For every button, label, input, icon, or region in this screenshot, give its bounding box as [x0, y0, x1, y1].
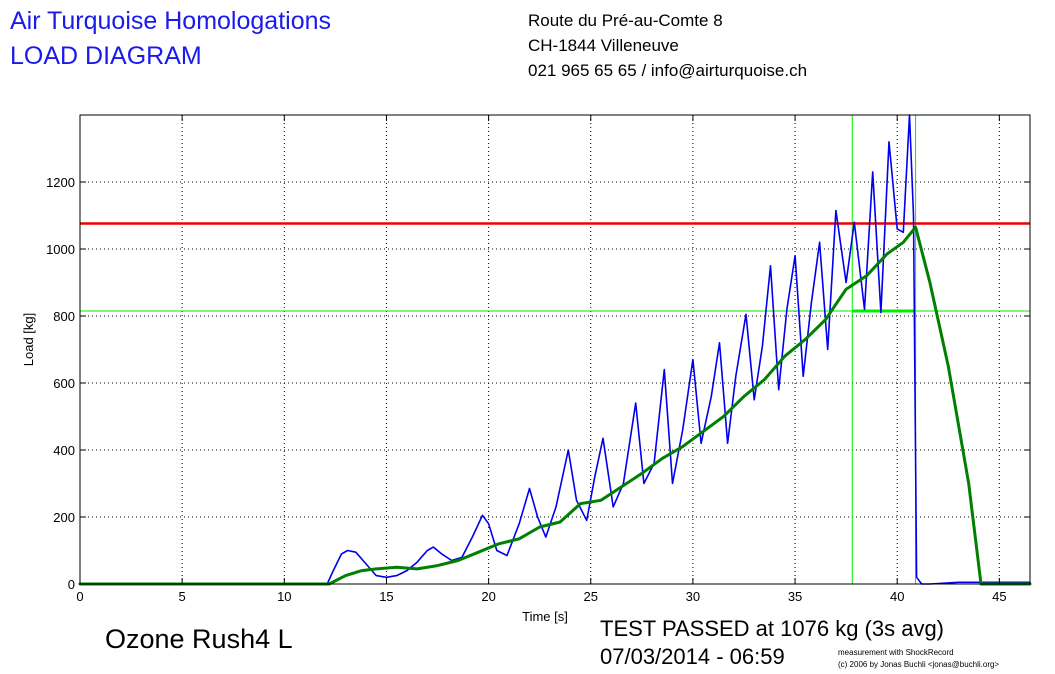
x-tick-label: 40	[890, 589, 904, 604]
product-name: Ozone Rush4 L	[105, 624, 293, 654]
y-axis-label: Load [kg]	[21, 313, 36, 367]
report-title: Air Turquoise Homologations	[10, 7, 331, 35]
x-tick-label: 10	[277, 589, 291, 604]
x-tick-label: 30	[686, 589, 700, 604]
y-tick-label: 1200	[46, 175, 75, 190]
x-tick-label: 25	[584, 589, 598, 604]
credit-measurement: measurement with ShockRecord	[838, 648, 954, 657]
x-axis-label: Time [s]	[522, 609, 568, 624]
x-tick-label: 20	[481, 589, 495, 604]
address-contact: 021 965 65 65 / info@airturquoise.ch	[528, 61, 808, 80]
plot-frame	[79, 114, 1031, 585]
credit-copyright: (c) 2006 by Jonas Buchli <jonas@buchli.o…	[838, 660, 1000, 669]
address-city: CH-1844 Villeneuve	[528, 36, 679, 55]
address-street: Route du Pré-au-Comte 8	[528, 11, 723, 30]
y-tick-label: 1000	[46, 242, 75, 257]
y-tick-label: 400	[53, 443, 75, 458]
x-tick-label: 0	[76, 589, 83, 604]
x-tick-label: 5	[179, 589, 186, 604]
test-datetime: 07/03/2014 - 06:59	[600, 644, 785, 669]
x-tick-label: 35	[788, 589, 802, 604]
x-tick-label: 45	[992, 589, 1006, 604]
report-subtitle: LOAD DIAGRAM	[10, 42, 202, 70]
y-tick-label: 800	[53, 309, 75, 324]
x-tick-label: 15	[379, 589, 393, 604]
y-tick-label: 200	[53, 510, 75, 525]
series-average-line	[78, 225, 1032, 586]
series-raw-line	[79, 114, 1031, 585]
y-tick-label: 0	[68, 577, 75, 592]
y-tick-label: 600	[53, 376, 75, 391]
test-result: TEST PASSED at 1076 kg (3s avg)	[600, 616, 945, 641]
